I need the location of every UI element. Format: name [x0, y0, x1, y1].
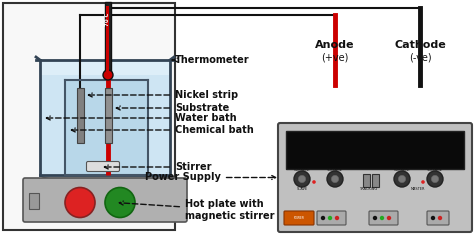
Circle shape — [103, 70, 113, 80]
Text: Power Supply: Power Supply — [145, 172, 276, 183]
Circle shape — [394, 171, 410, 187]
Bar — [105, 88, 112, 143]
FancyBboxPatch shape — [317, 211, 346, 225]
Text: VOLTAGE: VOLTAGE — [327, 168, 343, 172]
Circle shape — [387, 216, 391, 220]
Circle shape — [373, 216, 377, 220]
Circle shape — [294, 171, 310, 187]
Text: VOLTAGE: VOLTAGE — [427, 168, 443, 172]
Text: Anode: Anode — [315, 40, 355, 50]
FancyBboxPatch shape — [427, 211, 449, 225]
Circle shape — [380, 216, 384, 220]
Text: TRACKING: TRACKING — [359, 187, 377, 191]
Text: MASTER: MASTER — [411, 187, 425, 191]
FancyBboxPatch shape — [284, 211, 314, 225]
Circle shape — [65, 187, 95, 217]
Text: Chemical bath: Chemical bath — [71, 125, 254, 135]
Circle shape — [438, 216, 442, 220]
Text: Nickel strip: Nickel strip — [88, 90, 238, 100]
Circle shape — [327, 171, 343, 187]
Circle shape — [431, 176, 438, 183]
Ellipse shape — [40, 168, 170, 182]
Text: CURRENT: CURRENT — [393, 168, 410, 172]
Circle shape — [427, 171, 443, 187]
Circle shape — [399, 176, 406, 183]
Circle shape — [335, 216, 339, 220]
Text: Substrate: Substrate — [116, 103, 229, 113]
FancyBboxPatch shape — [23, 178, 187, 222]
Circle shape — [421, 180, 425, 184]
Bar — [3, 3, 175, 230]
Text: Stirrer: Stirrer — [104, 162, 211, 172]
Circle shape — [321, 216, 325, 220]
Circle shape — [299, 176, 306, 183]
Text: Cathode: Cathode — [394, 40, 446, 50]
Bar — [372, 174, 379, 187]
Text: 70 C: 70 C — [106, 12, 110, 26]
Bar — [363, 174, 370, 187]
Text: Thermometer: Thermometer — [172, 55, 250, 65]
Bar — [40, 60, 170, 175]
FancyBboxPatch shape — [86, 161, 119, 172]
Circle shape — [105, 187, 135, 217]
Circle shape — [328, 216, 332, 220]
Text: POWER: POWER — [293, 216, 304, 220]
Text: Hot plate with
magnetic stirrer: Hot plate with magnetic stirrer — [119, 199, 274, 221]
Text: CURRENT: CURRENT — [293, 168, 310, 172]
Bar — [107, 6, 109, 71]
Text: SLAVE: SLAVE — [296, 187, 308, 191]
Text: (+ve): (+ve) — [321, 52, 349, 62]
Circle shape — [431, 216, 435, 220]
Bar — [286, 131, 464, 169]
Bar — [41, 75, 169, 174]
Bar — [77, 88, 84, 143]
FancyBboxPatch shape — [278, 123, 472, 232]
Bar — [105, 2, 111, 75]
FancyBboxPatch shape — [369, 211, 398, 225]
Bar — [65, 80, 148, 175]
Text: Water bath: Water bath — [46, 113, 237, 123]
Text: (-ve): (-ve) — [409, 52, 431, 62]
Circle shape — [331, 176, 338, 183]
Circle shape — [312, 180, 316, 184]
Bar — [29, 193, 39, 209]
Bar — [66, 81, 147, 174]
